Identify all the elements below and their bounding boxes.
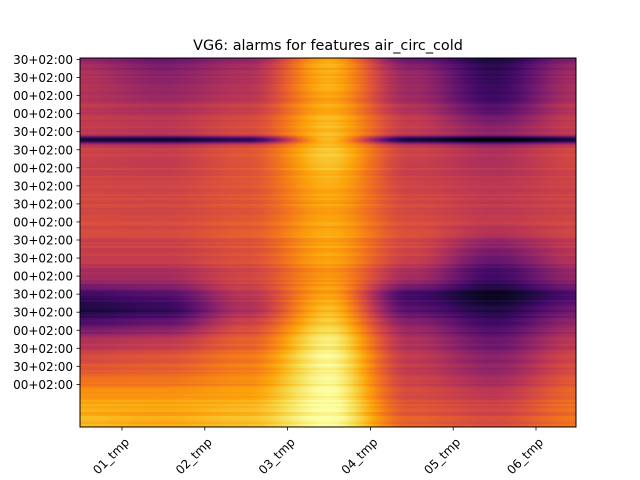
plot-frame bbox=[79, 57, 577, 428]
heatmap-raster bbox=[80, 58, 576, 427]
y-tick-label: 30+02:00 bbox=[13, 143, 73, 157]
y-tick-label: 30+02:00 bbox=[13, 71, 73, 85]
y-tick-label: 30+02:00 bbox=[13, 179, 73, 193]
y-tick-label: 30+02:00 bbox=[13, 360, 73, 374]
heatmap-area bbox=[80, 58, 576, 427]
y-axis: 30+02:00 30+02:00 00+02:00 00+02:00 30+02:00… bbox=[13, 53, 80, 392]
y-tick-label: 00+02:00 bbox=[13, 378, 73, 392]
y-tick-label: 30+02:00 bbox=[13, 252, 73, 266]
y-tick-label: 30+02:00 bbox=[13, 306, 73, 320]
y-tick-label: 00+02:00 bbox=[13, 107, 73, 121]
chart-title: VG6: alarms for features air_circ_cold bbox=[193, 38, 463, 54]
y-tick-label: 30+02:00 bbox=[13, 234, 73, 248]
y-tick-label: 30+02:00 bbox=[13, 197, 73, 211]
y-tick-label: 30+02:00 bbox=[13, 125, 73, 139]
y-tick-label: 30+02:00 bbox=[13, 288, 73, 302]
y-tick-label: 30+02:00 bbox=[13, 342, 73, 356]
y-tick-label: 00+02:00 bbox=[13, 89, 73, 103]
y-tick-label: 00+02:00 bbox=[13, 215, 73, 229]
y-tick-label: 00+02:00 bbox=[13, 324, 73, 338]
y-tick-label: 00+02:00 bbox=[13, 161, 73, 175]
y-tick-label: 30+02:00 bbox=[13, 53, 73, 67]
y-tick-label: 00+02:00 bbox=[13, 270, 73, 284]
